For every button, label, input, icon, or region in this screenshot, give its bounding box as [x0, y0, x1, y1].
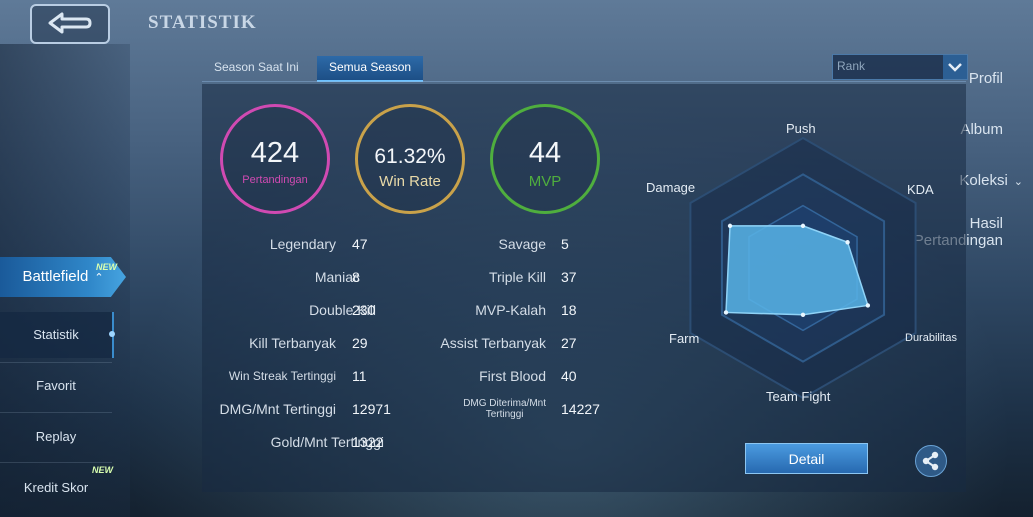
- stat-value: 27: [561, 335, 577, 351]
- tab-semua-season[interactable]: Semua Season: [317, 56, 424, 82]
- detail-button[interactable]: Detail: [745, 443, 868, 474]
- sidebar-sub-statistik-label[interactable]: Statistik: [33, 327, 79, 342]
- stat-label: DMG Diterima/Mnt Tertinggi: [463, 398, 546, 420]
- stat-value: 47: [352, 236, 368, 252]
- back-arrow-icon: [48, 12, 92, 34]
- sidebar-item-label: Battlefield: [22, 268, 89, 285]
- win-rate-label: Win Rate: [379, 173, 441, 190]
- chevron-down-icon: [943, 55, 967, 79]
- stat-label: Double Kill: [309, 302, 376, 318]
- matches-value: 424: [250, 137, 300, 169]
- radar-label-team-fight: Team Fight: [766, 389, 831, 404]
- sidebar-item-label: Hasil: [969, 215, 1003, 232]
- share-button[interactable]: [915, 445, 947, 477]
- chevron-down-icon: ⌄: [1013, 176, 1023, 188]
- stat-label: DMG/Mnt Tertinggi: [219, 401, 336, 417]
- win-rate-value: 61.32%: [374, 145, 446, 168]
- stat-label-line: Tertinggi: [485, 409, 524, 420]
- sidebar-item-label: Album: [960, 121, 1003, 138]
- divider: [0, 362, 112, 363]
- stat-value: 11: [352, 368, 367, 384]
- stat-label: Maniac: [314, 269, 360, 285]
- mvp-circle: 44 MVP: [490, 104, 600, 214]
- stat-label: First Blood: [479, 368, 546, 384]
- stat-value: 5: [561, 236, 569, 252]
- chevron-up-icon: ⌃: [94, 272, 104, 284]
- sidebar-item-battlefield-label[interactable]: Battlefield ⌃: [0, 268, 126, 285]
- stat-label: MVP-Kalah: [475, 302, 546, 318]
- stat-value: 37: [561, 269, 577, 285]
- mvp-value: 44: [528, 137, 562, 169]
- new-badge: NEW: [92, 465, 113, 475]
- stat-label: Assist Terbanyak: [440, 335, 546, 351]
- stat-value: 18: [561, 302, 577, 318]
- page-title: STATISTIK: [148, 12, 257, 33]
- stat-label: Gold/Mnt Tertinggi: [270, 434, 384, 450]
- back-button[interactable]: [30, 4, 110, 44]
- stat-value: 8: [352, 269, 360, 285]
- stat-value: 12971: [352, 401, 391, 417]
- stat-label: Kill Terbanyak: [249, 335, 336, 351]
- radar-label-push: Push: [786, 121, 816, 136]
- sidebar-item-profil[interactable]: Profil: [969, 70, 1003, 87]
- sidebar-item-battlefield[interactable]: [0, 257, 126, 297]
- stat-value: 14227: [561, 401, 600, 417]
- stat-label: Savage: [498, 236, 546, 252]
- stat-value: 230: [352, 302, 376, 318]
- win-rate-circle: 61.32% Win Rate: [355, 104, 465, 214]
- divider: [0, 462, 112, 463]
- sidebar-item-label: Koleksi: [959, 172, 1008, 189]
- active-indicator-icon: [109, 331, 115, 337]
- radar-label-farm: Farm: [669, 331, 700, 346]
- radar-label-durabilitas: Durabilitas: [905, 332, 957, 344]
- stat-label: Win Streak Tertinggi: [228, 369, 336, 383]
- new-badge: NEW: [96, 262, 117, 272]
- tab-underline: [202, 81, 966, 82]
- rank-dropdown-value: Rank: [837, 59, 866, 73]
- matches-circle: 424 Pertandingan: [220, 104, 330, 214]
- stat-value: 29: [352, 335, 368, 351]
- tab-season-saat-ini[interactable]: Season Saat Ini: [214, 60, 299, 74]
- matches-label: Pertandingan: [242, 174, 308, 186]
- sidebar-item-label: Profil: [968, 70, 1003, 87]
- stat-label: Legendary: [269, 236, 336, 252]
- divider: [0, 412, 112, 413]
- sidebar-sub-kredit-skor[interactable]: Kredit Skor: [23, 480, 89, 495]
- radar-label-kda: KDA: [907, 182, 934, 197]
- mvp-label: MVP: [528, 173, 562, 190]
- sidebar-item-koleksi[interactable]: Koleksi ⌄: [959, 172, 1023, 189]
- rank-dropdown[interactable]: Rank: [832, 54, 968, 80]
- stat-value: 1322: [352, 434, 384, 450]
- sidebar-sub-replay[interactable]: Replay: [35, 429, 77, 444]
- radar-label-damage: Damage: [646, 180, 696, 195]
- sidebar-sub-favorit[interactable]: Favorit: [36, 378, 76, 393]
- stat-value: 40: [561, 368, 577, 384]
- sidebar-item-album[interactable]: Album: [960, 121, 1003, 138]
- stat-label: Triple Kill: [488, 269, 546, 285]
- stat-label-line: DMG Diterima/Mnt: [463, 398, 546, 409]
- share-icon: [922, 451, 939, 471]
